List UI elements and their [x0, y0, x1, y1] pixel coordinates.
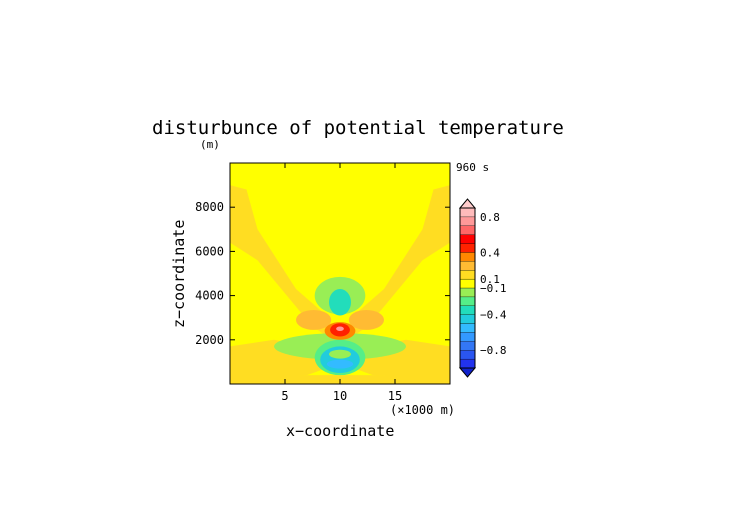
colorbar-segment	[459, 207, 476, 218]
colorbar-tick-label: 0.8	[480, 211, 500, 224]
colorbar-segment	[459, 350, 476, 360]
colorbar-segment	[459, 252, 476, 262]
colorbar-segment	[459, 234, 476, 244]
y-tick-label: 4000	[195, 289, 224, 303]
colorbar-segment	[459, 323, 476, 333]
warm-lobe-left	[296, 309, 332, 330]
y-tick-label: 6000	[195, 244, 224, 258]
chart-title: disturbunce of potential temperature	[152, 117, 564, 139]
colorbar-tick-label: 0.1	[480, 273, 500, 286]
y-axis: 2000 4000 6000 8000	[195, 200, 450, 347]
y-axis-label: z−coordinate	[170, 220, 188, 328]
x-tick-label: 10	[333, 389, 347, 403]
colorbar-segment	[459, 314, 476, 324]
warm-band-left	[230, 185, 336, 342]
colorbar-segment	[459, 341, 476, 351]
colorbar-bottom-arrow	[458, 367, 477, 378]
x-tick-label: 5	[281, 389, 288, 403]
colorbar-segment	[459, 261, 476, 271]
warm-lobe-right	[348, 309, 384, 330]
colorbar-tick-label: −0.1	[480, 282, 507, 295]
colorbar-segment	[459, 305, 476, 315]
contour-field	[230, 185, 450, 384]
time-label: 960 s	[456, 161, 489, 174]
colorbar-segment	[459, 332, 476, 342]
warm-band-right	[344, 185, 450, 342]
y-tick-label: 2000	[195, 333, 224, 347]
colorbar-segment	[459, 225, 476, 235]
x-axis: 5 10 15	[281, 163, 402, 403]
plot-area	[229, 162, 451, 385]
cold-upper-core	[329, 288, 351, 316]
field-layers	[230, 185, 450, 384]
colorbar-tick-label: 0.4	[480, 246, 500, 259]
colorbar-frame	[459, 207, 476, 369]
colorbar-tick-label: −0.4	[480, 309, 507, 322]
colorbar-segment	[459, 287, 476, 298]
y-tick-label: 8000	[195, 200, 224, 214]
warm-bubble-peak	[336, 326, 344, 331]
colorbar-segment	[459, 358, 476, 369]
colorbar-segment	[459, 243, 476, 253]
x-tick-label: 15	[388, 389, 402, 403]
colorbar-segment	[459, 278, 476, 289]
cold-lower-inner	[329, 349, 351, 359]
colorbar-top-arrow	[458, 198, 477, 209]
cold-lower-deep	[326, 359, 354, 369]
colorbar-segment	[459, 296, 476, 306]
colorbar-segment	[459, 270, 476, 280]
y-unit-label: (m)	[200, 138, 220, 151]
colorbar-tick-label: −0.8	[480, 344, 507, 357]
colorbar-segment	[459, 216, 476, 226]
x-unit-label: (×1000 m)	[390, 403, 455, 417]
x-axis-label: x−coordinate	[286, 422, 394, 440]
colorbar: 0.8 0.4 0.1−0.1 −0.4 −0.8	[458, 198, 507, 378]
